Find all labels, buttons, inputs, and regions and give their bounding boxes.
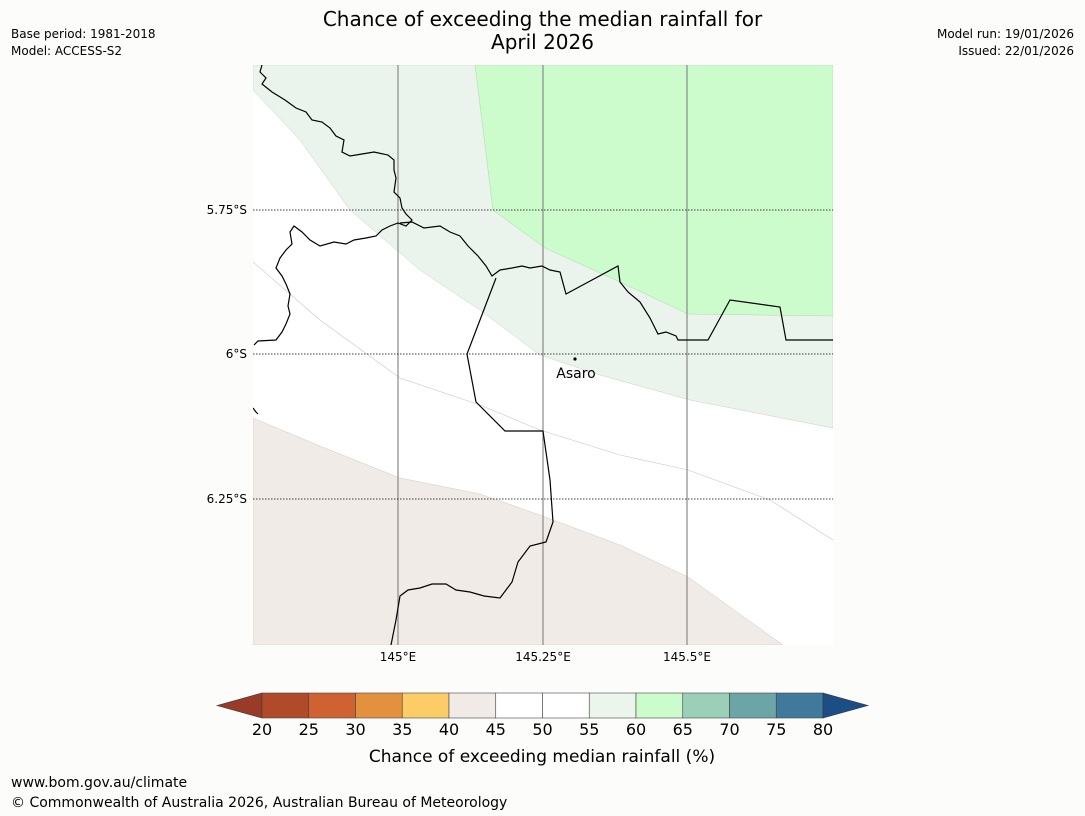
colorbar-tick-45: 45: [486, 720, 506, 739]
colorbar-tick-80: 80: [813, 720, 833, 739]
asaro-label: Asaro: [556, 366, 595, 382]
colorbar-bin-75-80: [775, 692, 824, 719]
colorbar-bin-55-60: [588, 692, 637, 719]
colorbar-label: Chance of exceeding median rainfall (%): [369, 747, 715, 767]
contour-line: [253, 261, 833, 541]
lon-label-145-25e: 145.25°E: [515, 650, 571, 664]
model-run-text: Model run: 19/01/2026: [936, 27, 1074, 41]
colorbar-bin-60-65: [635, 692, 684, 719]
bom-url-link[interactable]: www.bom.gov.au/climate: [11, 775, 188, 791]
colorbar-tick-55: 55: [579, 720, 599, 739]
lon-label-145e: 145°E: [380, 650, 417, 664]
colorbar-bin-25-30: [308, 692, 356, 719]
lat-label-6-25s: 6.25°S: [207, 492, 247, 506]
probability-region-40-45: [253, 417, 784, 645]
rainfall-map: Asaro 5.75°S 6°S 6.25°S 145°E 145.25°E 1…: [207, 65, 833, 664]
colorbar-bin-45-50: [495, 692, 543, 719]
lon-label-145-5e: 145.5°E: [663, 650, 711, 664]
colorbar-tick-30: 30: [345, 720, 365, 739]
colorbar-tick-65: 65: [673, 720, 693, 739]
lat-label-5-75s: 5.75°S: [207, 203, 247, 217]
probability-region-60-65: [474, 65, 833, 317]
colorbar-tick-25: 25: [299, 720, 319, 739]
colorbar-tick-20: 20: [252, 720, 272, 739]
colorbar-bin-50-55: [542, 692, 590, 719]
boundary-west-stub: [253, 407, 259, 415]
asaro-marker-dot: [573, 357, 577, 361]
model-text: Model: ACCESS-S2: [11, 44, 123, 58]
boundary-north-coast: [253, 65, 413, 346]
province-boundaries: [253, 65, 833, 645]
colorbar-tick-40: 40: [439, 720, 459, 739]
colorbar-tick-35: 35: [392, 720, 412, 739]
colorbar-over-arrow: [822, 692, 870, 719]
colorbar-tick-75: 75: [766, 720, 786, 739]
issued-date-text: Issued: 22/01/2026: [958, 44, 1074, 58]
colorbar-bin-70-75: [729, 692, 777, 719]
colorbar-tick-60: 60: [626, 720, 646, 739]
boundary-eastern-ridge: [399, 221, 833, 341]
copyright-text: © Commonwealth of Australia 2026, Austra…: [11, 795, 508, 811]
colorbar-bin-20-25: [261, 692, 310, 719]
map-title-line-2: April 2026: [491, 30, 594, 54]
graticule: [253, 65, 833, 645]
colorbar-bin-40-45: [448, 692, 497, 719]
colorbar-tick-50: 50: [532, 720, 552, 739]
colorbar-under-arrow: [215, 692, 263, 719]
colorbar-bin-30-35: [355, 692, 403, 719]
map-title-line-1: Chance of exceeding the median rainfall …: [322, 7, 763, 31]
boundary-district: [390, 277, 554, 645]
colorbar-bin-65-70: [682, 692, 730, 719]
colorbar-bin-35-40: [401, 692, 450, 719]
colorbar-tick-70: 70: [719, 720, 739, 739]
lat-label-6s: 6°S: [226, 347, 247, 361]
base-period-text: Base period: 1981-2018: [11, 27, 156, 41]
